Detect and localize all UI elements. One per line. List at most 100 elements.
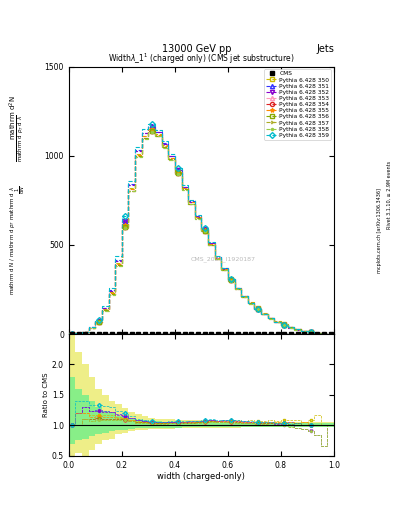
CMS	[322, 331, 327, 337]
Pythia 6.428 353	[202, 227, 207, 233]
Pythia 6.428 351	[202, 226, 207, 232]
Pythia 6.428 357	[70, 331, 74, 337]
Pythia 6.428 357	[123, 225, 127, 231]
Pythia 6.428 350	[96, 318, 101, 325]
Pythia 6.428 353	[176, 170, 180, 176]
Pythia 6.428 353	[282, 322, 286, 328]
Pythia 6.428 357	[176, 170, 180, 177]
Pythia 6.428 355	[282, 322, 286, 328]
CMS	[103, 331, 108, 337]
Pythia 6.428 353	[229, 277, 233, 283]
Pythia 6.428 359	[309, 329, 313, 335]
Text: mcplots.cern.ch [arXiv:1306.3436]: mcplots.cern.ch [arXiv:1306.3436]	[377, 188, 382, 273]
CMS	[156, 331, 161, 337]
Text: $\frac{1}{\mathrm{d}N}$: $\frac{1}{\mathrm{d}N}$	[14, 185, 28, 194]
Pythia 6.428 355	[309, 329, 313, 335]
Text: Rivet 3.1.10, ≥ 2.9M events: Rivet 3.1.10, ≥ 2.9M events	[387, 160, 391, 229]
Pythia 6.428 354	[123, 224, 127, 230]
Pythia 6.428 350	[309, 329, 313, 335]
CMS	[136, 331, 141, 337]
Y-axis label: Ratio to CMS: Ratio to CMS	[43, 373, 49, 417]
CMS	[329, 331, 333, 337]
Pythia 6.428 356	[70, 331, 74, 337]
Pythia 6.428 351	[255, 306, 260, 312]
Pythia 6.428 358	[229, 278, 233, 284]
Pythia 6.428 358	[149, 129, 154, 135]
Pythia 6.428 351	[149, 123, 154, 130]
Title: Width$\lambda$_1$^1$ (charged only) (CMS jet substructure): Width$\lambda$_1$^1$ (charged only) (CMS…	[108, 52, 295, 67]
Pythia 6.428 354	[282, 322, 286, 328]
CMS	[275, 331, 280, 337]
CMS	[302, 331, 307, 337]
Pythia 6.428 354	[70, 331, 74, 337]
Pythia 6.428 357	[96, 319, 101, 326]
CMS	[235, 331, 240, 337]
Pythia 6.428 358	[70, 331, 74, 337]
CMS	[255, 331, 260, 337]
Pythia 6.428 358	[255, 306, 260, 312]
Pythia 6.428 350	[229, 276, 233, 282]
Pythia 6.428 352	[202, 226, 207, 232]
Pythia 6.428 350	[149, 126, 154, 132]
Pythia 6.428 356	[202, 227, 207, 233]
Line: Pythia 6.428 352: Pythia 6.428 352	[70, 125, 313, 336]
CMS	[83, 331, 88, 337]
Legend: CMS, Pythia 6.428 350, Pythia 6.428 351, Pythia 6.428 352, Pythia 6.428 353, Pyt: CMS, Pythia 6.428 350, Pythia 6.428 351,…	[264, 70, 331, 140]
Pythia 6.428 356	[229, 277, 233, 283]
Pythia 6.428 350	[176, 169, 180, 175]
Pythia 6.428 356	[309, 329, 313, 335]
Text: 13000 GeV pp: 13000 GeV pp	[162, 44, 231, 54]
CMS	[110, 331, 114, 337]
CMS	[295, 331, 300, 337]
Pythia 6.428 352	[149, 124, 154, 130]
Pythia 6.428 354	[229, 277, 233, 283]
Pythia 6.428 355	[202, 227, 207, 233]
CMS	[176, 331, 180, 337]
Pythia 6.428 353	[149, 127, 154, 134]
Pythia 6.428 355	[229, 276, 233, 283]
Line: Pythia 6.428 353: Pythia 6.428 353	[70, 129, 313, 336]
Pythia 6.428 355	[149, 126, 154, 133]
Text: mathrm d$^2$N: mathrm d$^2$N	[8, 96, 19, 140]
Pythia 6.428 355	[176, 169, 180, 175]
CMS	[249, 331, 253, 337]
Text: CMS_2021_I1920187: CMS_2021_I1920187	[190, 257, 255, 262]
CMS	[182, 331, 187, 337]
Line: Pythia 6.428 355: Pythia 6.428 355	[70, 127, 313, 336]
X-axis label: width (charged-only): width (charged-only)	[158, 472, 245, 481]
Pythia 6.428 351	[176, 167, 180, 173]
Pythia 6.428 355	[123, 222, 127, 228]
Pythia 6.428 352	[123, 218, 127, 224]
Pythia 6.428 359	[229, 275, 233, 282]
Line: Pythia 6.428 354: Pythia 6.428 354	[70, 129, 313, 336]
CMS	[209, 331, 214, 337]
Pythia 6.428 353	[96, 319, 101, 325]
Pythia 6.428 357	[255, 306, 260, 312]
Pythia 6.428 355	[255, 306, 260, 312]
Pythia 6.428 359	[176, 165, 180, 172]
Pythia 6.428 352	[229, 276, 233, 283]
Line: Pythia 6.428 351: Pythia 6.428 351	[70, 124, 313, 336]
Pythia 6.428 350	[255, 305, 260, 311]
Pythia 6.428 359	[96, 317, 101, 323]
Pythia 6.428 350	[202, 226, 207, 232]
Pythia 6.428 358	[96, 319, 101, 326]
Pythia 6.428 354	[149, 127, 154, 134]
CMS	[116, 331, 121, 337]
CMS	[129, 331, 134, 337]
Pythia 6.428 353	[309, 329, 313, 335]
CMS	[229, 331, 233, 337]
Pythia 6.428 357	[202, 228, 207, 234]
Line: Pythia 6.428 357: Pythia 6.428 357	[70, 130, 313, 336]
Text: $\overline{\mathrm{mathrm\ d}\ p_T\ \mathrm{d}\ \lambda}$: $\overline{\mathrm{mathrm\ d}\ p_T\ \mat…	[16, 115, 26, 162]
CMS	[189, 331, 194, 337]
Pythia 6.428 354	[202, 227, 207, 233]
Pythia 6.428 352	[255, 306, 260, 312]
CMS	[76, 331, 81, 337]
CMS	[262, 331, 267, 337]
Pythia 6.428 356	[176, 170, 180, 176]
Pythia 6.428 359	[149, 121, 154, 127]
CMS	[143, 331, 147, 337]
Pythia 6.428 350	[123, 221, 127, 227]
Pythia 6.428 351	[282, 322, 286, 328]
